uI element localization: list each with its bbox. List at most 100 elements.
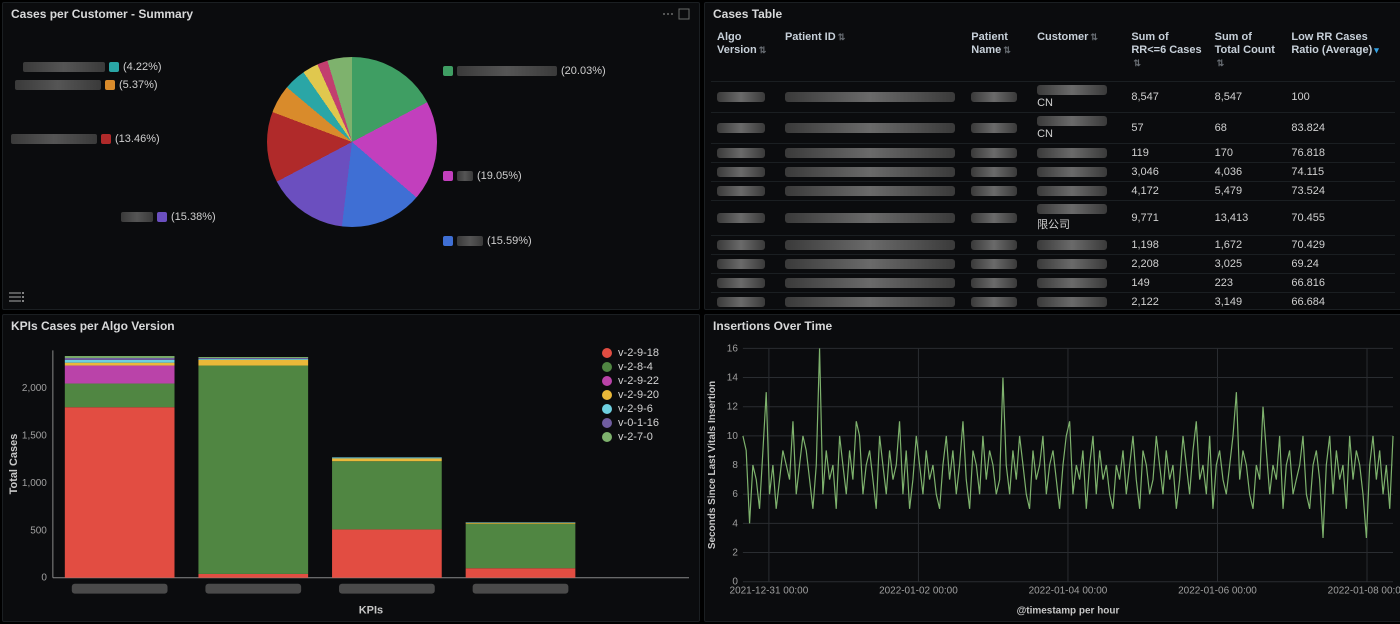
legend-label: v-0-1-16 xyxy=(618,417,659,429)
table-row[interactable]: 4,1725,47973.524 xyxy=(711,181,1395,200)
bar-segment[interactable] xyxy=(198,357,308,358)
bar-segment[interactable] xyxy=(65,366,175,384)
panel-actions xyxy=(661,7,691,21)
legend-item[interactable]: v-2-9-22 xyxy=(602,375,659,387)
pie-slice-label[interactable]: (20.03%) xyxy=(443,65,606,77)
panel-expand-icon[interactable] xyxy=(677,7,691,21)
cell-algo-version xyxy=(711,292,779,309)
svg-text:2: 2 xyxy=(732,548,738,559)
svg-text:2021-12-31 00:00: 2021-12-31 00:00 xyxy=(730,586,809,597)
legend-toggle-icon[interactable] xyxy=(9,291,25,303)
column-header[interactable]: Algo Version⇅ xyxy=(711,25,779,81)
bar-segment[interactable] xyxy=(65,363,175,366)
cell-low-rr-ratio: 100 xyxy=(1285,81,1395,112)
cell-patient-name xyxy=(965,143,1031,162)
cell-patient-name xyxy=(965,112,1031,143)
legend-item[interactable]: v-2-9-20 xyxy=(602,389,659,401)
bar-segment[interactable] xyxy=(65,360,175,363)
table-row[interactable]: CN576883.824 xyxy=(711,112,1395,143)
cell-customer xyxy=(1031,143,1125,162)
bar-segment[interactable] xyxy=(466,568,576,577)
redacted-label xyxy=(15,80,101,90)
sort-icon[interactable]: ⇅ xyxy=(1090,32,1098,43)
bar-segment[interactable] xyxy=(65,407,175,578)
cell-algo-version xyxy=(711,181,779,200)
pie-chart[interactable]: (20.03%) (19.05%) (15.59%) (15.38%) (13.… xyxy=(3,25,699,309)
column-header[interactable]: Sum of Total Count⇅ xyxy=(1209,25,1286,81)
bar-segment[interactable] xyxy=(332,457,442,458)
bar-segment[interactable] xyxy=(198,360,308,366)
line-chart[interactable]: 02468101214162021-12-31 00:002022-01-02 … xyxy=(705,337,1400,621)
pie-slice-label[interactable]: (15.59%) xyxy=(443,235,532,247)
cell-patient-name xyxy=(965,273,1031,292)
column-header[interactable]: Patient ID⇅ xyxy=(779,25,965,81)
redacted-label xyxy=(457,236,483,246)
panel-menu-icon[interactable] xyxy=(661,7,675,21)
legend-swatch xyxy=(602,376,612,386)
table-row[interactable]: CN8,5478,547100 xyxy=(711,81,1395,112)
table-row[interactable]: 14922366.816 xyxy=(711,273,1395,292)
legend-swatch xyxy=(602,432,612,442)
sort-icon[interactable]: ⇅ xyxy=(1217,58,1225,69)
legend-item[interactable]: v-2-8-4 xyxy=(602,361,659,373)
legend-item[interactable]: v-2-7-0 xyxy=(602,431,659,443)
bar-segment[interactable] xyxy=(198,574,308,578)
pie-slice-label[interactable]: (19.05%) xyxy=(443,170,522,182)
bar-segment[interactable] xyxy=(198,359,308,360)
pie-slice-label[interactable]: (15.38%) xyxy=(121,211,216,223)
table-row[interactable]: 3,0464,03674.115 xyxy=(711,162,1395,181)
column-header[interactable]: Patient Name⇅ xyxy=(965,25,1031,81)
cell-sum-rr: 57 xyxy=(1125,112,1208,143)
pie-pct-text: (15.59%) xyxy=(487,235,532,247)
pie-graphic[interactable] xyxy=(267,57,437,227)
table-row[interactable]: 2,2083,02569.24 xyxy=(711,254,1395,273)
bar-segment[interactable] xyxy=(198,366,308,574)
legend-label: v-2-8-4 xyxy=(618,361,653,373)
table-row[interactable]: 1,1981,67270.429 xyxy=(711,235,1395,254)
column-header[interactable]: Low RR Cases Ratio (Average)▾ xyxy=(1285,25,1395,81)
cell-patient-name xyxy=(965,181,1031,200)
panel-title: Cases per Customer - Summary xyxy=(11,7,661,21)
bar-segment[interactable] xyxy=(466,523,576,524)
sort-icon[interactable]: ⇅ xyxy=(1003,45,1011,56)
cell-patient-id xyxy=(779,181,965,200)
pie-slice-label[interactable]: (4.22%) xyxy=(23,61,162,73)
cell-sum-total: 3,149 xyxy=(1209,292,1286,309)
redacted-label xyxy=(473,584,569,594)
pie-pct-text: (5.37%) xyxy=(119,79,158,91)
cell-low-rr-ratio: 69.24 xyxy=(1285,254,1395,273)
bar-segment[interactable] xyxy=(332,458,442,461)
svg-text:2022-01-06 00:00: 2022-01-06 00:00 xyxy=(1178,586,1257,597)
table-row[interactable]: 2,1223,14966.684 xyxy=(711,292,1395,309)
bar-segment[interactable] xyxy=(332,461,442,529)
bar-legend: v-2-9-18 v-2-8-4 v-2-9-22 v-2-9-20 v-2-9-6 v-… xyxy=(602,347,659,445)
bar-segment[interactable] xyxy=(65,384,175,408)
pie-slice-label[interactable]: (5.37%) xyxy=(15,79,158,91)
pie-slice-label[interactable]: (13.46%) xyxy=(11,133,160,145)
redacted-label xyxy=(457,171,473,181)
legend-item[interactable]: v-2-9-6 xyxy=(602,403,659,415)
bar-segment[interactable] xyxy=(198,358,308,359)
sort-icon[interactable]: ⇅ xyxy=(759,45,767,56)
legend-item[interactable]: v-2-9-18 xyxy=(602,347,659,359)
sort-icon[interactable]: ▾ xyxy=(1374,45,1379,56)
panel-cases-per-customer: Cases per Customer - Summary (20.03%) (1… xyxy=(2,2,700,310)
cell-customer xyxy=(1031,254,1125,273)
table-row[interactable]: 限公司9,77113,41370.455 xyxy=(711,200,1395,235)
bar-segment[interactable] xyxy=(65,358,175,360)
column-header[interactable]: Customer⇅ xyxy=(1031,25,1125,81)
legend-label: v-2-9-6 xyxy=(618,403,653,415)
cell-customer: CN xyxy=(1031,81,1125,112)
redacted-label xyxy=(11,134,97,144)
bar-chart[interactable]: 05001,0001,5002,000Total CasesKPIs xyxy=(3,337,699,621)
sort-icon[interactable]: ⇅ xyxy=(1133,58,1141,69)
table-row[interactable]: 11917076.818 xyxy=(711,143,1395,162)
cell-customer xyxy=(1031,292,1125,309)
bar-segment[interactable] xyxy=(332,529,442,577)
bar-segment[interactable] xyxy=(65,356,175,358)
legend-item[interactable]: v-0-1-16 xyxy=(602,417,659,429)
cell-low-rr-ratio: 76.818 xyxy=(1285,143,1395,162)
column-header[interactable]: Sum of RR<=6 Cases⇅ xyxy=(1125,25,1208,81)
sort-icon[interactable]: ⇅ xyxy=(838,32,846,43)
bar-segment[interactable] xyxy=(466,524,576,569)
